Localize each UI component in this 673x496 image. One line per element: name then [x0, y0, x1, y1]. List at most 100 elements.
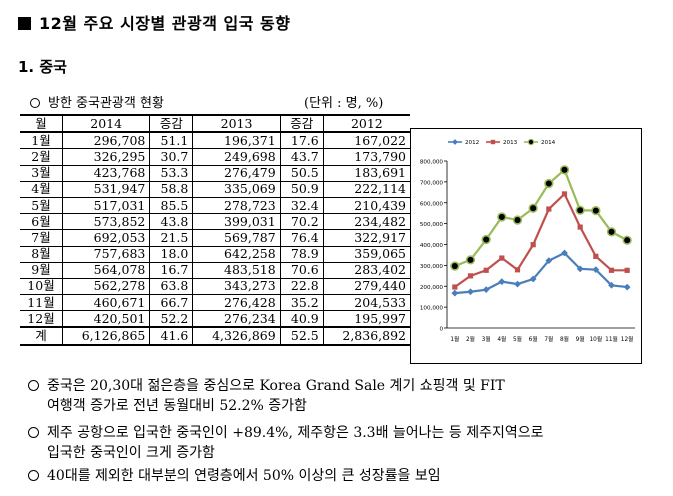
value-cell: 17.6: [279, 131, 324, 150]
value-cell: 4,326,869: [192, 326, 281, 346]
data-point-2013: [593, 253, 599, 259]
value-cell: 50.5: [279, 164, 324, 182]
table-row: 4월 531,947 58.8 335,069 50.9 222,114: [20, 180, 410, 198]
bullet-3-line1: 40대를 제외한 대부분의 연령층에서 50% 이상의 큰 성장률을 보임: [47, 468, 441, 484]
table-row: 5월 517,031 85.5 278,723 32.4 210,439: [20, 196, 410, 215]
table-row: 12월 420,501 52.2 276,234 40.9 195,997: [20, 310, 410, 328]
data-point-2012: [514, 280, 521, 288]
month-cell: 5월: [20, 196, 63, 215]
value-cell: 642,258: [192, 245, 281, 263]
value-cell: 43.8: [149, 213, 194, 231]
y-tick-label: 200,000: [420, 285, 444, 291]
value-cell: 276,428: [192, 294, 281, 312]
value-cell: 30.7: [149, 148, 194, 166]
data-point-2013: [499, 255, 505, 261]
value-cell: 76.4: [279, 229, 324, 247]
table-row: 7월 692,053 21.5 569,787 76.4 322,917: [20, 229, 410, 247]
x-tick-label: 7월: [544, 335, 553, 343]
value-cell: 35.2: [279, 294, 324, 312]
value-cell: 18.0: [149, 245, 194, 263]
month-cell: 11월: [20, 294, 63, 312]
data-point-2012: [592, 266, 600, 274]
month-cell: 1월: [20, 131, 63, 150]
value-cell: 63.8: [149, 277, 194, 296]
data-point-2013: [546, 206, 552, 212]
value-cell: 32.4: [279, 196, 324, 215]
header-cell: 증감: [149, 113, 194, 134]
value-cell: 562,278: [61, 277, 151, 296]
month-cell: 계: [20, 326, 63, 346]
month-cell: 8월: [20, 245, 63, 263]
legend-label: 2013: [503, 140, 518, 146]
value-cell: 58.8: [149, 180, 194, 198]
value-cell: 16.7: [149, 261, 194, 279]
value-cell: 210,439: [322, 196, 410, 215]
data-point-2014: [575, 205, 585, 215]
value-cell: 167,022: [322, 131, 410, 150]
header-cell: 2014: [61, 113, 151, 134]
chart-frame: [410, 128, 642, 364]
data-point-2012: [498, 278, 506, 286]
value-cell: 21.5: [149, 229, 194, 247]
data-point-2014: [465, 255, 476, 265]
total-row: 계 6,126,865 41.6 4,326,869 52.5 2,836,892: [20, 326, 410, 346]
value-cell: 757,683: [61, 245, 151, 263]
circle-bullet-icon: [28, 380, 39, 391]
value-cell: 276,234: [192, 310, 281, 328]
data-point-2013: [483, 267, 489, 273]
table-subtitle: 방한 중국관광객 현황: [30, 92, 164, 111]
x-tick-label: 8월: [560, 335, 569, 343]
bullet-3: 40대를 제외한 대부분의 연령층에서 50% 이상의 큰 성장률을 보임: [28, 466, 658, 486]
month-cell: 2월: [20, 148, 63, 166]
value-cell: 283,402: [322, 261, 410, 279]
table-row: 2월 326,295 30.7 249,698 43.7 173,790: [20, 148, 410, 166]
section-heading: 1. 중국: [18, 58, 67, 76]
value-cell: 399,031: [192, 213, 281, 231]
data-point-2012: [576, 265, 584, 273]
value-cell: 692,053: [61, 229, 151, 247]
value-cell: 483,518: [192, 261, 281, 279]
value-cell: 196,371: [192, 131, 281, 150]
month-cell: 4월: [20, 180, 63, 198]
value-cell: 50.9: [279, 180, 324, 198]
value-cell: 85.5: [149, 196, 194, 215]
value-cell: 52.2: [149, 310, 194, 328]
data-point-2013: [530, 242, 536, 248]
y-tick-label: 100,000: [420, 306, 444, 312]
table-header-row: 월 2014 증감 2013 증감 2012: [20, 113, 410, 134]
value-cell: 296,708: [61, 131, 151, 150]
value-cell: 423,768: [61, 164, 151, 182]
value-cell: 41.6: [149, 326, 194, 346]
data-point-2014: [606, 227, 617, 237]
value-cell: 40.9: [279, 310, 324, 328]
value-cell: 564,078: [61, 261, 151, 279]
data-point-2014: [497, 212, 507, 222]
data-point-2012: [608, 281, 615, 289]
x-tick-label: 9월: [576, 335, 585, 343]
data-point-2014: [481, 234, 491, 245]
x-tick-label: 5월: [513, 335, 522, 343]
value-cell: 173,790: [322, 148, 410, 166]
value-cell: 43.7: [279, 148, 324, 166]
bullet-1: 중국은 20,30대 젊은층을 중심으로 Korea Grand Sale 계기…: [28, 376, 658, 416]
x-tick-label: 2월: [466, 335, 475, 343]
value-cell: 22.8: [279, 277, 324, 296]
data-point-2012: [529, 275, 537, 283]
header-cell: 월: [20, 113, 63, 134]
legend-label: 2014: [541, 140, 556, 146]
bullet-2-line2: 입국한 중국인이 크게 증가함: [47, 445, 215, 461]
data-point-2012: [623, 283, 631, 291]
square-bullet-icon: [18, 17, 31, 30]
value-cell: 195,997: [322, 310, 410, 328]
value-cell: 322,917: [322, 229, 410, 247]
value-cell: 279,440: [322, 277, 410, 296]
data-point-2014: [512, 215, 523, 225]
circle-bullet-icon: [28, 470, 39, 481]
page-title: 12월 주요 시장별 관광객 입국 동향: [18, 10, 290, 34]
circle-bullet-icon: [30, 98, 40, 108]
month-cell: 3월: [20, 164, 63, 182]
legend-label: 2012: [465, 140, 479, 146]
value-cell: 52.5: [279, 326, 324, 346]
bullet-1-line1: 중국은 20,30대 젊은층을 중심으로 Korea Grand Sale 계기…: [47, 378, 505, 394]
x-tick-label: 6월: [529, 335, 538, 343]
